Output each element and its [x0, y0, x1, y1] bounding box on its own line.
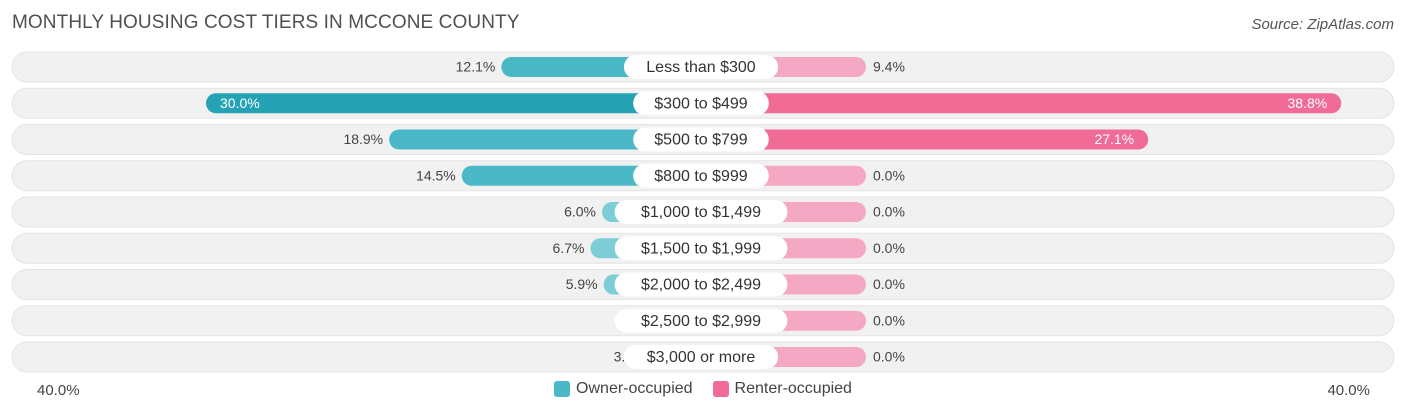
renter-value-label: 9.4%: [873, 59, 905, 75]
renter-value-label: 27.1%: [1094, 131, 1134, 147]
axis-right-label: 40.0%: [1327, 382, 1370, 399]
renter-swatch: [712, 381, 729, 397]
category-label-bg: [614, 308, 788, 333]
chart-title: MONTHLY HOUSING COST TIERS IN MCCONE COU…: [12, 12, 520, 33]
category-label-bg: [614, 200, 788, 224]
legend-item-renter: Renter-occupied: [712, 380, 852, 398]
category-label: $2,000 to $2,499: [641, 277, 761, 294]
category-label-bg: [623, 345, 779, 369]
renter-value-label: 0.0%: [873, 167, 905, 183]
category-label: $1,000 to $1,499: [641, 204, 761, 221]
category-label: $300 to $499: [654, 95, 748, 112]
diverging-bar-chart: 12.1% 9.4% Less than $300 30.0% 38.8% $300 to…: [11, 51, 1395, 373]
owner-swatch: [554, 381, 571, 397]
renter-value-label: 0.0%: [873, 276, 905, 292]
category-label: $2,500 to $2,999: [641, 313, 761, 330]
legend-item-owner: Owner-occupied: [554, 380, 693, 398]
owner-value-label: 30.0%: [220, 95, 260, 111]
owner-bar: [206, 93, 701, 114]
category-label: $500 to $799: [654, 132, 748, 149]
axis-left-label: 40.0%: [37, 382, 80, 399]
renter-value-label: 0.0%: [873, 240, 905, 256]
legend: Owner-occupied Renter-occupied: [0, 380, 1406, 398]
renter-value-label: 38.8%: [1287, 95, 1327, 111]
category-label-bg: [633, 127, 769, 152]
renter-value-label: 0.0%: [873, 312, 905, 328]
category-label-bg: [633, 91, 769, 116]
owner-value-label: 14.5%: [416, 167, 456, 183]
legend-owner-label: Owner-occupied: [576, 380, 693, 397]
category-label: $1,500 to $1,999: [641, 240, 761, 257]
owner-bar: [389, 129, 701, 150]
category-label: Less than $300: [646, 59, 756, 76]
renter-value-label: 0.0%: [873, 349, 905, 365]
category-label-bg: [633, 163, 769, 188]
owner-value-label: 6.7%: [553, 240, 585, 256]
category-label: $3,000 or more: [647, 349, 756, 366]
category-label-bg: [623, 55, 779, 79]
category-label: $800 to $999: [654, 168, 748, 185]
owner-value-label: 12.1%: [456, 59, 496, 75]
owner-value-label: 5.9%: [566, 276, 598, 292]
owner-value-label: 6.0%: [564, 204, 596, 220]
category-label-bg: [614, 272, 788, 297]
legend-renter-label: Renter-occupied: [734, 380, 852, 397]
owner-value-label: 18.9%: [343, 131, 383, 147]
renter-value-label: 0.0%: [873, 204, 905, 220]
renter-bar: [701, 129, 1149, 150]
source-credit: Source: ZipAtlas.com: [1251, 16, 1394, 33]
category-label-bg: [614, 236, 788, 261]
renter-bar: [701, 93, 1342, 114]
